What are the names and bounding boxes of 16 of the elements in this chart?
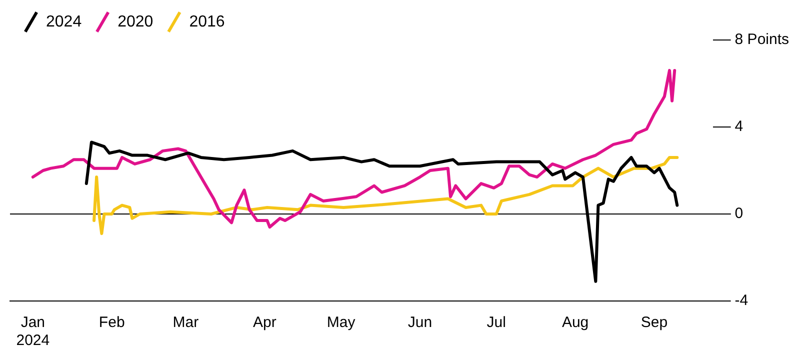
x-tick-label: Jun (408, 314, 432, 332)
y-tick-label: 0 (734, 205, 744, 222)
x-tick-label: Apr (252, 314, 276, 332)
legend-label: 2020 (118, 13, 154, 30)
y-tick-label: 8 Points (734, 31, 790, 48)
legend-label: 2024 (46, 13, 82, 30)
x-tick-label: May (326, 314, 356, 332)
x-tick-label: Mar (172, 314, 199, 332)
legend-label: 2016 (189, 13, 225, 30)
x-tick-label: Feb (98, 314, 125, 332)
x-tick-label: Jan 2024 (16, 314, 50, 350)
x-tick-label: Sep (640, 314, 668, 332)
x-tick-label: Jul (486, 314, 506, 332)
y-tick-label: -4 (734, 292, 748, 310)
y-tick-label: 4 (734, 118, 744, 136)
x-tick-label: Aug (562, 314, 589, 332)
